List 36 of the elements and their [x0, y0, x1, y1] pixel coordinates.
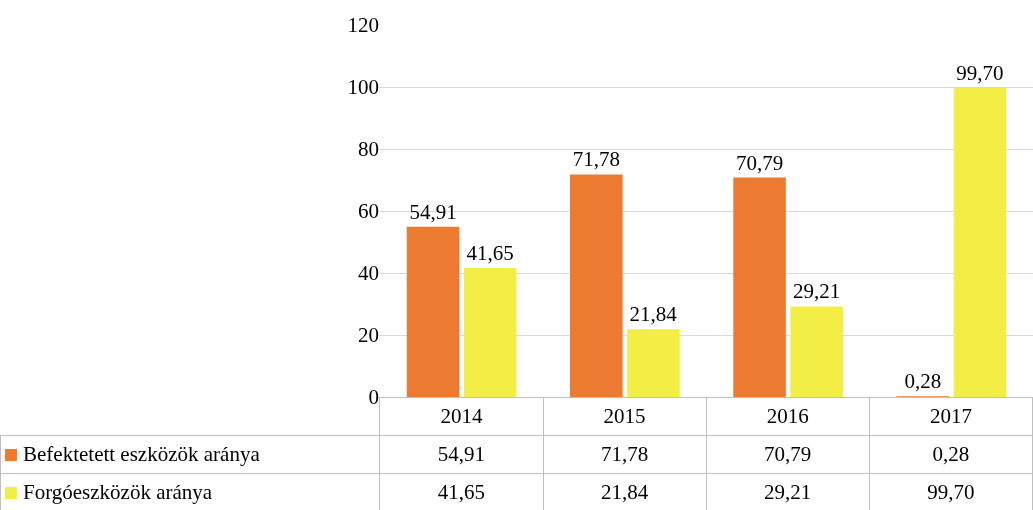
x-tick-label: 2016 [706, 397, 870, 436]
x-tick-label: 2017 [869, 397, 1033, 436]
legend-label: Befektetett eszközök aránya [0, 435, 380, 474]
data-label: 29,21 [706, 473, 870, 510]
data-label: 70,79 [706, 435, 870, 474]
bar [627, 329, 680, 397]
text: 71,78 [572, 147, 620, 172]
x-tick-label: 2015 [543, 397, 707, 436]
y-tick-label: 0 [368, 385, 379, 410]
y-tick-label: 120 [347, 13, 379, 38]
y-tick-label: 40 [358, 261, 379, 286]
bar [570, 174, 623, 397]
bar [953, 87, 1007, 397]
bar [463, 267, 517, 397]
text: 29,21 [793, 279, 841, 304]
data-label: 21,84 [543, 473, 707, 510]
text: 70,79 [735, 150, 784, 175]
data-label: 41,65 [379, 473, 544, 510]
bar [790, 306, 843, 397]
y-tick-label: 60 [358, 199, 379, 224]
data-label: 99,70 [869, 473, 1033, 510]
y-tick-label: 80 [358, 137, 379, 162]
text: 54,91 [409, 199, 457, 224]
y-tick-label: 20 [358, 323, 379, 348]
text: 21,84 [629, 302, 677, 327]
x-tick-label: 2014 [379, 397, 544, 436]
text: 0,28 [904, 369, 942, 394]
data-label: 54,91 [379, 435, 544, 474]
text: 41,65 [466, 240, 514, 265]
y-tick-label: 100 [347, 75, 379, 100]
legend-label: Forgóeszközök aránya [0, 473, 380, 510]
bar [406, 226, 460, 397]
text: 99,70 [956, 60, 1004, 85]
data-label: 0,28 [869, 435, 1033, 474]
data-label: 71,78 [543, 435, 707, 474]
bar [733, 177, 786, 397]
